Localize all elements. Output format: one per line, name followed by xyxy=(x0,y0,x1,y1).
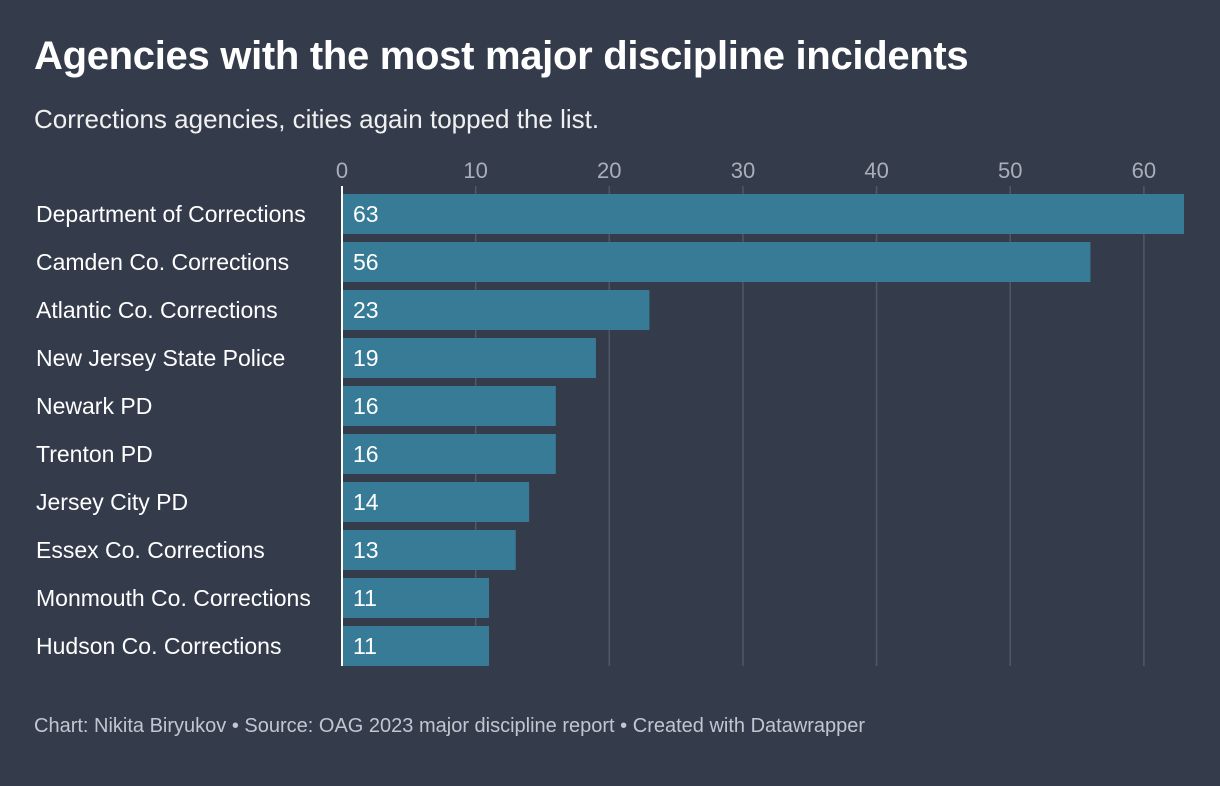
footer-separator: • xyxy=(231,715,239,737)
x-tick-label: 50 xyxy=(998,158,1022,183)
category-label: Essex Co. Corrections xyxy=(36,537,265,563)
bar xyxy=(342,290,650,330)
bar xyxy=(342,530,516,570)
category-label: Department of Corrections xyxy=(36,201,306,227)
category-label: Hudson Co. Corrections xyxy=(36,633,281,659)
chart-credit: Chart: Nikita Biryukov xyxy=(34,715,227,737)
bar xyxy=(342,338,596,378)
chart-footer: Chart: Nikita Biryukov • Source: OAG 202… xyxy=(34,715,865,738)
footer-separator: • xyxy=(620,715,628,737)
x-tick-label: 40 xyxy=(864,158,888,183)
bar-value-label: 14 xyxy=(353,489,379,515)
bar xyxy=(342,434,556,474)
bar-value-label: 13 xyxy=(353,537,379,563)
x-tick-label: 30 xyxy=(731,158,755,183)
bar xyxy=(342,626,490,666)
x-tick-label: 20 xyxy=(597,158,621,183)
category-label: Trenton PD xyxy=(36,441,153,467)
bar xyxy=(342,578,490,618)
category-label: New Jersey State Police xyxy=(36,345,285,371)
bar-value-label: 23 xyxy=(353,297,379,323)
chart-source: Source: OAG 2023 major discipline report xyxy=(244,715,615,737)
bar-value-label: 11 xyxy=(353,633,377,659)
bar-value-label: 63 xyxy=(353,201,379,227)
bar-value-label: 11 xyxy=(353,585,377,611)
bar xyxy=(342,194,1184,234)
category-label: Jersey City PD xyxy=(36,489,188,515)
x-tick-label: 60 xyxy=(1132,158,1156,183)
chart-title: Agencies with the most major discipline … xyxy=(34,34,969,78)
bar xyxy=(342,482,530,522)
bar-value-label: 16 xyxy=(353,441,379,467)
x-axis-ticks: 0 10 20 30 40 50 60 xyxy=(336,158,1156,183)
created-with: Created with Datawrapper xyxy=(632,715,866,737)
category-label: Newark PD xyxy=(36,393,152,419)
x-tick-label: 0 xyxy=(336,158,348,183)
bar xyxy=(342,242,1091,282)
x-tick-label: 10 xyxy=(463,158,487,183)
bar-value-label: 16 xyxy=(353,393,379,419)
bar-value-label: 56 xyxy=(353,249,379,275)
category-label: Camden Co. Corrections xyxy=(36,249,289,275)
category-label: Monmouth Co. Corrections xyxy=(36,585,311,611)
bar xyxy=(342,386,556,426)
category-label: Atlantic Co. Corrections xyxy=(36,297,278,323)
bars: 63 56 23 19 16 16 14 13 11 11 xyxy=(342,194,1184,666)
bar-value-label: 19 xyxy=(353,345,379,371)
category-labels: Department of Corrections Camden Co. Corr… xyxy=(36,201,311,659)
chart-subtitle: Corrections agencies, cities again toppe… xyxy=(34,104,600,134)
